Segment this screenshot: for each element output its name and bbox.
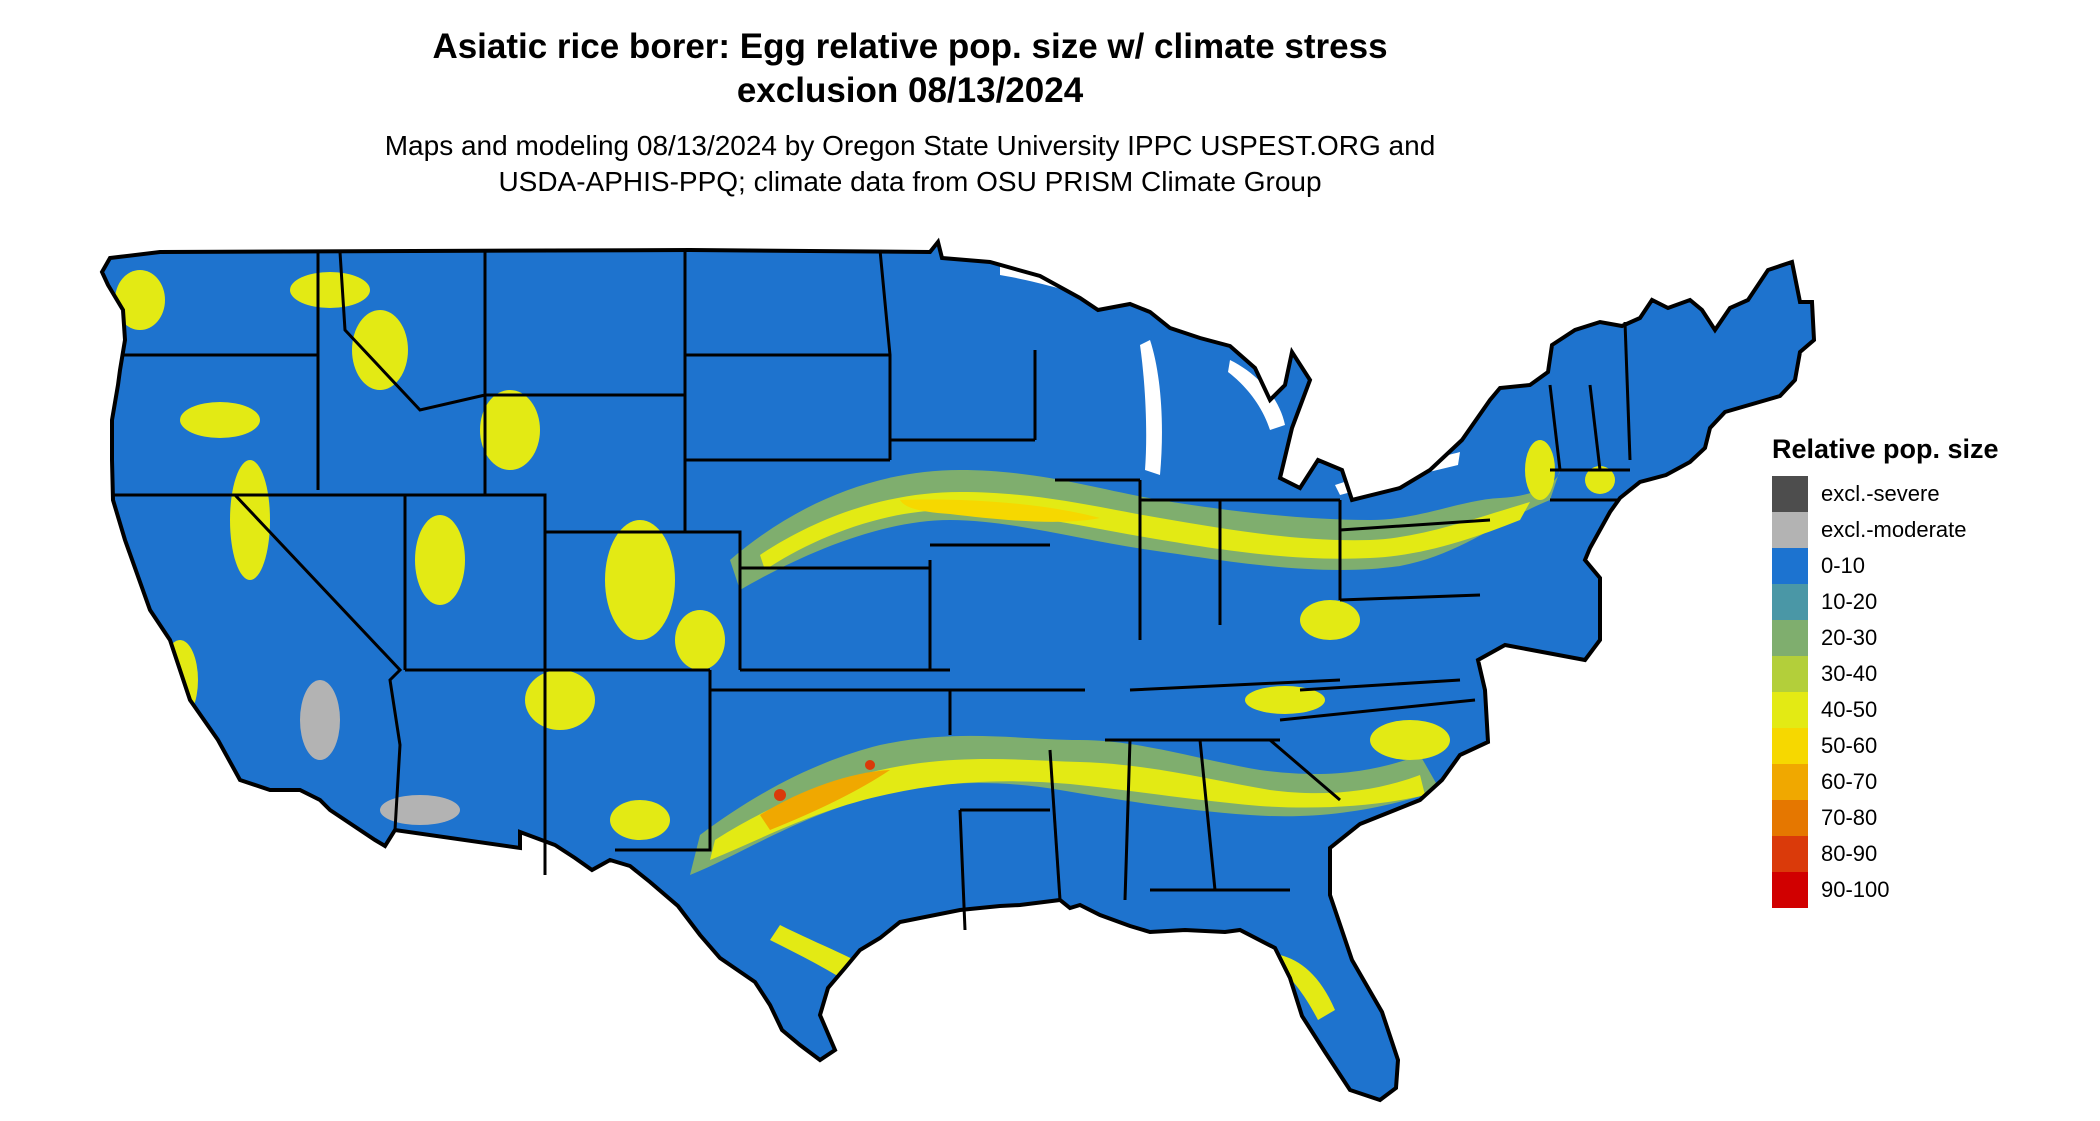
legend-label: 30-40 (1821, 661, 1878, 686)
legend-item: excl.-severe (1772, 476, 2072, 512)
legend-label: 80-90 (1821, 841, 1878, 866)
legend-label: 0-10 (1821, 553, 1866, 578)
patch-3 (480, 390, 540, 470)
border-ky-tn (1129, 678, 1341, 692)
legend-swatch (1772, 620, 1808, 656)
legend-label: 40-50 (1821, 697, 1878, 722)
exclusion-az (380, 795, 460, 825)
legend-swatch (1772, 692, 1808, 728)
legend-item: 60-70 (1772, 764, 2072, 800)
legend-label: excl.-moderate (1821, 517, 1967, 542)
legend-label: 10-20 (1821, 589, 1878, 614)
legend-label: 90-100 (1821, 877, 1890, 902)
band-south-inner (710, 759, 1425, 860)
border-ga-sc (1269, 738, 1341, 802)
lake-erie (1335, 452, 1460, 495)
patch-e5 (1370, 720, 1450, 760)
border-vt-nh (1588, 384, 1602, 471)
legend-swatch (1772, 764, 1808, 800)
patch-e2 (1245, 686, 1325, 714)
legend-item: 70-80 (1772, 800, 2072, 836)
legend-swatch (1772, 584, 1808, 620)
band-south-hotspot (774, 789, 786, 801)
border-nc-sc (1279, 698, 1476, 722)
border-va-nc (1299, 678, 1461, 692)
patch-10 (180, 402, 260, 438)
border-nm-tx (615, 670, 712, 852)
border-ms-al (1123, 739, 1132, 901)
border-ca-nv (112, 493, 403, 831)
legend-item: 80-90 (1772, 836, 2072, 872)
gulf-band-fl (1275, 955, 1335, 1020)
legend-swatch (1772, 512, 1808, 548)
patch-e1 (1300, 600, 1360, 640)
legend-swatch (1772, 872, 1808, 908)
band-south-outer (690, 735, 1440, 875)
legend-item: excl.-moderate (1772, 512, 2072, 548)
patch-9 (115, 270, 165, 330)
patch-11 (675, 610, 725, 670)
border-pa-ny (1339, 518, 1491, 532)
band-south-peak (760, 770, 890, 830)
band-north-inner (760, 492, 1530, 570)
map-subtitle-line1: Maps and modeling 08/13/2024 by Oregon S… (384, 130, 1436, 161)
legend-item: 30-40 (1772, 656, 2072, 692)
lake-huron (1228, 360, 1285, 430)
patch-e3 (1525, 440, 1555, 500)
patch-e4 (1585, 466, 1615, 494)
north-band (730, 470, 1560, 590)
map-subtitle-line2: USDA-APHIS-PPQ; climate data from OSU PR… (498, 166, 1322, 197)
patch-4 (415, 515, 465, 605)
legend-swatch (1772, 800, 1808, 836)
legend-title: Relative pop. size (1772, 434, 1999, 464)
border-pa-md (1339, 593, 1481, 602)
legend-label: 20-30 (1821, 625, 1878, 650)
border-id-mt (338, 251, 487, 412)
band-south-hotspot-2 (865, 760, 875, 770)
patch-2 (352, 310, 408, 390)
band-north-core (900, 499, 1100, 522)
map-title-line2: exclusion 08/13/2024 (736, 71, 1084, 110)
patch-6 (525, 670, 595, 730)
exclusion-zones (300, 680, 460, 825)
legend-item: 40-50 (1772, 692, 2072, 728)
border-co-e (685, 530, 742, 670)
legend-label: 60-70 (1821, 769, 1878, 794)
lake-michigan (1140, 340, 1162, 475)
legend-item: 20-30 (1772, 620, 2072, 656)
border-nh-me (1623, 321, 1632, 461)
legend-label: excl.-severe (1821, 481, 1940, 506)
patch-5 (605, 520, 675, 640)
border-la-ms (1048, 749, 1062, 901)
legend-label: 70-80 (1821, 805, 1878, 830)
legend-item: 0-10 (1772, 548, 2072, 584)
legend-swatch (1772, 836, 1808, 872)
legend-swatch (1772, 548, 1808, 584)
border-tx-la (958, 809, 967, 931)
legend-swatch (1772, 476, 1808, 512)
legend-item: 90-100 (1772, 872, 2072, 908)
legend-item: 50-60 (1772, 728, 2072, 764)
south-band (690, 735, 1440, 875)
patch-7 (230, 460, 270, 580)
border-nd-mn (878, 249, 892, 460)
state-borders (112, 249, 1632, 931)
patch-1 (290, 272, 370, 308)
legend-item: 10-20 (1772, 584, 2072, 620)
legend: Relative pop. size excl.-severe excl.-mod… (1772, 432, 2072, 908)
border-al-ga (1198, 739, 1217, 891)
east-patches (1245, 440, 1615, 760)
exclusion-ca (300, 680, 340, 760)
patch-8 (162, 640, 198, 720)
patch-12 (610, 800, 670, 840)
map-title-line1: Asiatic rice borer: Egg relative pop. si… (432, 27, 1388, 66)
legend-swatch (1772, 728, 1808, 764)
legend-items: excl.-severe excl.-moderate 0-10 10-20 20-30… (1772, 476, 2072, 908)
legend-swatch (1772, 656, 1808, 692)
legend-label: 50-60 (1821, 733, 1878, 758)
border-ny-vt (1548, 384, 1562, 471)
